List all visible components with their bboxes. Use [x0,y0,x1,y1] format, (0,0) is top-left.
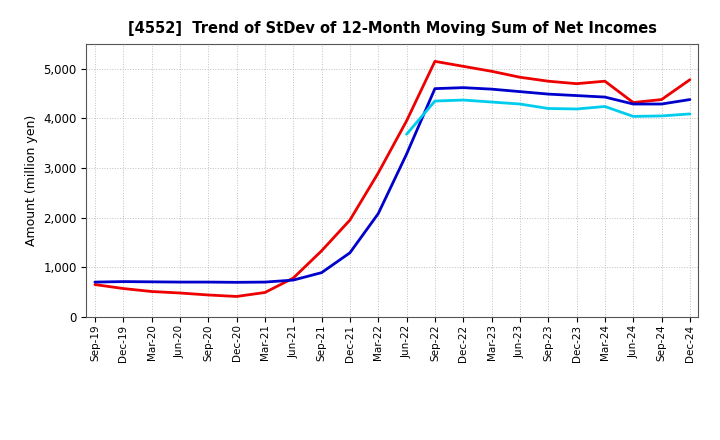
7 Years [685,111,694,117]
3 Years [289,275,297,281]
5 Years [318,270,326,275]
5 Years [204,279,212,285]
5 Years [600,95,609,100]
3 Years [629,100,637,105]
Line: 3 Years: 3 Years [95,61,690,297]
7 Years [516,101,524,106]
7 Years [431,99,439,104]
5 Years [459,85,467,90]
5 Years [148,279,156,285]
5 Years [402,151,411,157]
3 Years [431,59,439,64]
5 Years [572,93,581,98]
3 Years [261,290,269,295]
3 Years [318,248,326,253]
5 Years [629,101,637,106]
5 Years [176,279,184,285]
3 Years [572,81,581,86]
3 Years [176,290,184,296]
5 Years [289,278,297,283]
5 Years [346,250,354,256]
7 Years [402,132,411,137]
5 Years [657,101,666,106]
3 Years [204,292,212,297]
7 Years [629,114,637,119]
5 Years [431,86,439,91]
3 Years [516,75,524,80]
Line: 7 Years: 7 Years [407,100,690,134]
Title: [4552]  Trend of StDev of 12-Month Moving Sum of Net Incomes: [4552] Trend of StDev of 12-Month Moving… [128,21,657,36]
5 Years [261,279,269,285]
5 Years [516,89,524,94]
7 Years [657,113,666,118]
3 Years [119,286,127,291]
3 Years [544,79,552,84]
5 Years [374,211,382,216]
Y-axis label: Amount (million yen): Amount (million yen) [24,115,37,246]
5 Years [685,97,694,102]
3 Years [657,97,666,102]
Line: 5 Years: 5 Years [95,88,690,282]
7 Years [572,106,581,112]
3 Years [459,64,467,69]
5 Years [487,87,496,92]
3 Years [374,170,382,176]
3 Years [233,294,241,299]
5 Years [91,279,99,285]
7 Years [544,106,552,111]
3 Years [148,289,156,294]
3 Years [346,217,354,223]
5 Years [119,279,127,284]
5 Years [544,92,552,97]
3 Years [600,79,609,84]
3 Years [487,69,496,74]
5 Years [233,280,241,285]
3 Years [402,118,411,124]
7 Years [459,97,467,103]
3 Years [685,77,694,82]
3 Years [91,282,99,287]
7 Years [487,99,496,105]
7 Years [600,104,609,109]
